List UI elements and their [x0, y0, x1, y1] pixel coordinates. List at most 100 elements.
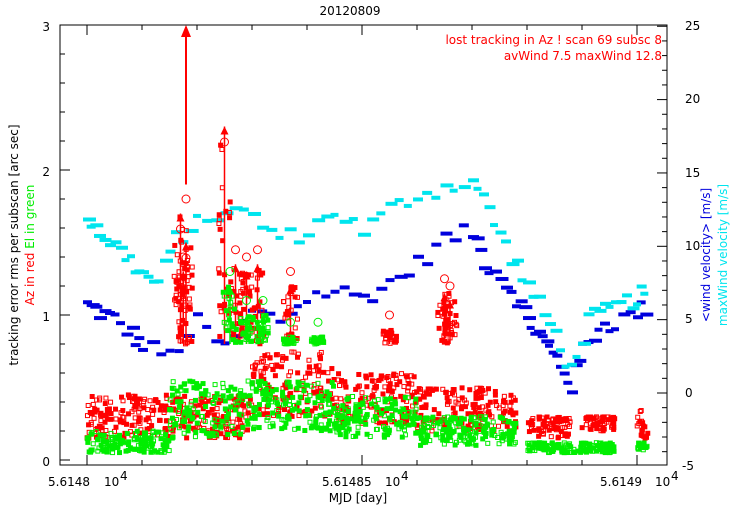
el-point [128, 446, 134, 452]
az-point [325, 370, 331, 376]
wind-point [367, 217, 380, 222]
az-point [409, 392, 415, 398]
wind-point [127, 325, 140, 330]
arrow-head [179, 271, 188, 280]
el-point [409, 409, 415, 415]
az-point [179, 261, 185, 267]
wind-point [440, 183, 454, 188]
az-point [644, 434, 650, 440]
el-point [121, 440, 127, 446]
el-point [247, 393, 253, 399]
el-point [124, 431, 130, 437]
wind-point [605, 329, 614, 334]
el-point [169, 385, 175, 391]
az-point [592, 415, 598, 421]
az-point [545, 417, 551, 423]
el-point [358, 419, 364, 425]
plot-frame [59, 24, 668, 466]
wind-point [266, 311, 276, 316]
el-point [392, 399, 398, 405]
el-point [280, 389, 286, 395]
wind-point [174, 349, 184, 354]
chart-marks [83, 25, 654, 456]
el-point [582, 440, 588, 446]
el-point [424, 415, 430, 421]
arrow-head [253, 264, 262, 273]
el-point [232, 306, 238, 312]
az-point [184, 435, 190, 441]
el-point [264, 417, 270, 423]
el-point [186, 407, 192, 413]
el-point [276, 413, 282, 419]
az-point [441, 339, 447, 345]
y2-tick-label-20: 20 [685, 92, 700, 106]
el-point [199, 414, 205, 420]
az-point [504, 423, 510, 429]
el-point [212, 424, 218, 430]
wind-point [116, 245, 128, 250]
wind-point [526, 325, 535, 330]
az-point [440, 306, 446, 312]
az-point [485, 402, 491, 408]
el-point [182, 381, 188, 387]
annotation-wind: avWind 7.5 maxWind 12.8 [504, 49, 662, 63]
az-point [479, 385, 485, 391]
az-point [399, 371, 405, 377]
az-point [376, 377, 382, 383]
wind-point [403, 203, 412, 208]
az-point [600, 425, 606, 431]
wind-point [165, 348, 175, 353]
az-point [459, 395, 465, 401]
el-point [140, 438, 146, 444]
el-point [387, 417, 393, 423]
el-point [406, 422, 412, 428]
el-point [512, 439, 518, 445]
wind-point [266, 227, 278, 232]
el-point [234, 403, 240, 409]
el-point [190, 406, 196, 412]
az-point [566, 415, 572, 421]
az-point [356, 371, 362, 377]
el-point [108, 430, 114, 436]
el-point [160, 430, 166, 436]
az-point [113, 406, 119, 412]
wind-point [512, 304, 521, 309]
el-point [240, 424, 246, 430]
y-tick-label-0: 0 [42, 455, 50, 469]
az-point [285, 406, 291, 412]
el-point [246, 401, 252, 407]
az-point [566, 424, 572, 430]
el-point [360, 400, 366, 406]
el-point [586, 445, 592, 451]
wind-point [394, 198, 404, 203]
wind-point [594, 327, 603, 332]
el-point [351, 418, 357, 424]
az-point [637, 408, 643, 414]
el-point [344, 415, 350, 421]
el-point [454, 424, 460, 430]
wind-point [633, 315, 643, 320]
el-point [340, 413, 346, 419]
el-point [149, 449, 155, 455]
el-point [232, 386, 238, 392]
el-point [400, 413, 406, 419]
az-point [145, 415, 151, 421]
x-axis-label: MJD [day] [329, 491, 387, 505]
az-point [149, 423, 155, 429]
annotation-lost-tracking: lost tracking in Az ! scan 69 subsc 8 [445, 33, 662, 47]
wind-point [567, 390, 578, 395]
az-point [108, 399, 114, 405]
az-point [441, 300, 447, 306]
az-point [137, 415, 143, 421]
el-point [396, 420, 402, 426]
az-point [501, 393, 507, 399]
az-point [216, 266, 222, 272]
az-point [321, 369, 327, 375]
wind-point [523, 316, 536, 321]
el-point [481, 429, 487, 435]
el-point [211, 400, 217, 406]
el-point [257, 382, 263, 388]
az-point [259, 356, 265, 362]
el-point [364, 412, 370, 418]
el-point [225, 388, 231, 394]
